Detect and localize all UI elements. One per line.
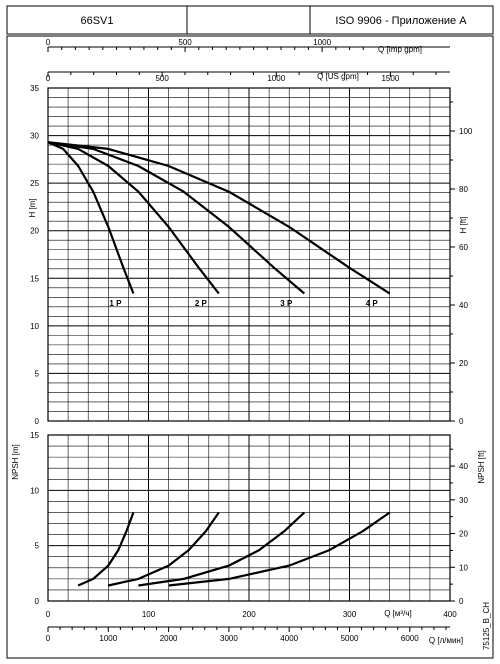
head-ft-tick: 80: [459, 185, 468, 194]
flow-lmin-tick-label: 2000: [160, 634, 178, 643]
imp-gpm-tick-label: 0: [46, 38, 51, 47]
head-curve-3p: [47, 141, 306, 295]
npsh-curve-3p: [138, 511, 306, 587]
npsh-ft-tick: 0: [459, 597, 464, 606]
npsh-curve-2p: [108, 511, 220, 587]
head-curve-4p: [47, 141, 391, 295]
npsh-y-tick: 5: [35, 542, 40, 551]
flow-m3h-tick-label: 200: [242, 610, 256, 619]
standard-label: ISO 9906 - Приложение A: [335, 15, 467, 27]
plot-border: [47, 87, 451, 422]
npsh-y-label: NPSH [m]: [11, 444, 20, 480]
flow-m3h-tick-label: 100: [142, 610, 156, 619]
head-y-right-label: H [ft]: [459, 217, 468, 234]
npsh-ft-tick: 20: [459, 530, 468, 539]
head-curve-2p: [47, 141, 220, 295]
us-gpm-tick-label: 1000: [267, 74, 285, 83]
head-curves: 1 P 2 P 3 P 4 P: [47, 141, 391, 308]
npsh-y-tick: 0: [35, 597, 40, 606]
head-y-tick: 30: [30, 132, 39, 141]
head-ft-tick: 60: [459, 243, 468, 252]
npsh-ft-tick: 10: [459, 563, 468, 572]
flow-lmin-tick-label: 1000: [99, 634, 117, 643]
head-y-tick: 25: [30, 179, 39, 188]
head-ft-tick: 20: [459, 359, 468, 368]
head-y-tick: 10: [30, 322, 39, 331]
npsh-curve-1p: [77, 512, 135, 587]
head-ft-tick: 100: [459, 127, 473, 136]
npsh-curve-4p: [168, 511, 391, 587]
head-ft-tick: 40: [459, 301, 468, 310]
imp-gpm-label: Q [Imp gpm]: [378, 45, 422, 54]
npsh-y-right-label: NPSH [ft]: [477, 450, 486, 483]
flow-lmin-tick-label: 0: [46, 634, 51, 643]
header: 66SV1 ISO 9906 - Приложение A: [6, 5, 494, 35]
head-y-tick: 0: [35, 417, 40, 426]
flow-lmin-tick-label: 6000: [401, 634, 419, 643]
flow-lmin-label: Q [л/мин]: [429, 636, 463, 645]
head-y-tick: 5: [35, 369, 40, 378]
us-gpm-label: Q [US gpm]: [317, 72, 359, 81]
flow-m3h-tick-label: 400: [443, 610, 457, 619]
head-curve-label: 4 P: [366, 299, 379, 308]
chart-frame: [6, 35, 494, 659]
head-y-label: H [m]: [28, 198, 37, 217]
model-label: 66SV1: [80, 15, 113, 27]
flow-lmin-tick-label: 4000: [280, 634, 298, 643]
npsh-grid: [47, 434, 451, 602]
npsh-y-tick: 15: [30, 431, 39, 440]
imp-gpm-tick-label: 1000: [313, 38, 331, 47]
us-gpm-tick-label: 500: [155, 74, 169, 83]
flow-m3h-tick-label: 0: [46, 610, 51, 619]
npsh-ft-tick: 40: [459, 462, 468, 471]
npsh-y-tick: 10: [30, 486, 39, 495]
flow-lmin-tick-label: 5000: [341, 634, 359, 643]
drawing-code: 75125_B_CH: [482, 602, 491, 650]
plot-border: [47, 434, 451, 602]
npsh-curves: [77, 511, 391, 587]
head-grid: [47, 87, 451, 422]
flow-m3h-tick-label: 300: [343, 610, 357, 619]
head-curve-label: 1 P: [109, 299, 122, 308]
head-y-tick: 35: [30, 84, 39, 93]
head-curve-1p: [47, 141, 135, 294]
imp-gpm-tick-label: 500: [178, 38, 192, 47]
flow-m3h-label: Q [м³/ч]: [384, 609, 411, 618]
us-gpm-tick-label: 0: [46, 74, 51, 83]
us-gpm-tick-label: 1500: [381, 74, 399, 83]
head-y-tick: 20: [30, 227, 39, 236]
head-ft-tick: 0: [459, 417, 464, 426]
head-curve-label: 2 P: [195, 299, 208, 308]
flow-lmin-tick-label: 3000: [220, 634, 238, 643]
npsh-ft-tick: 30: [459, 496, 468, 505]
head-y-tick: 15: [30, 274, 39, 283]
head-curve-label: 3 P: [280, 299, 293, 308]
